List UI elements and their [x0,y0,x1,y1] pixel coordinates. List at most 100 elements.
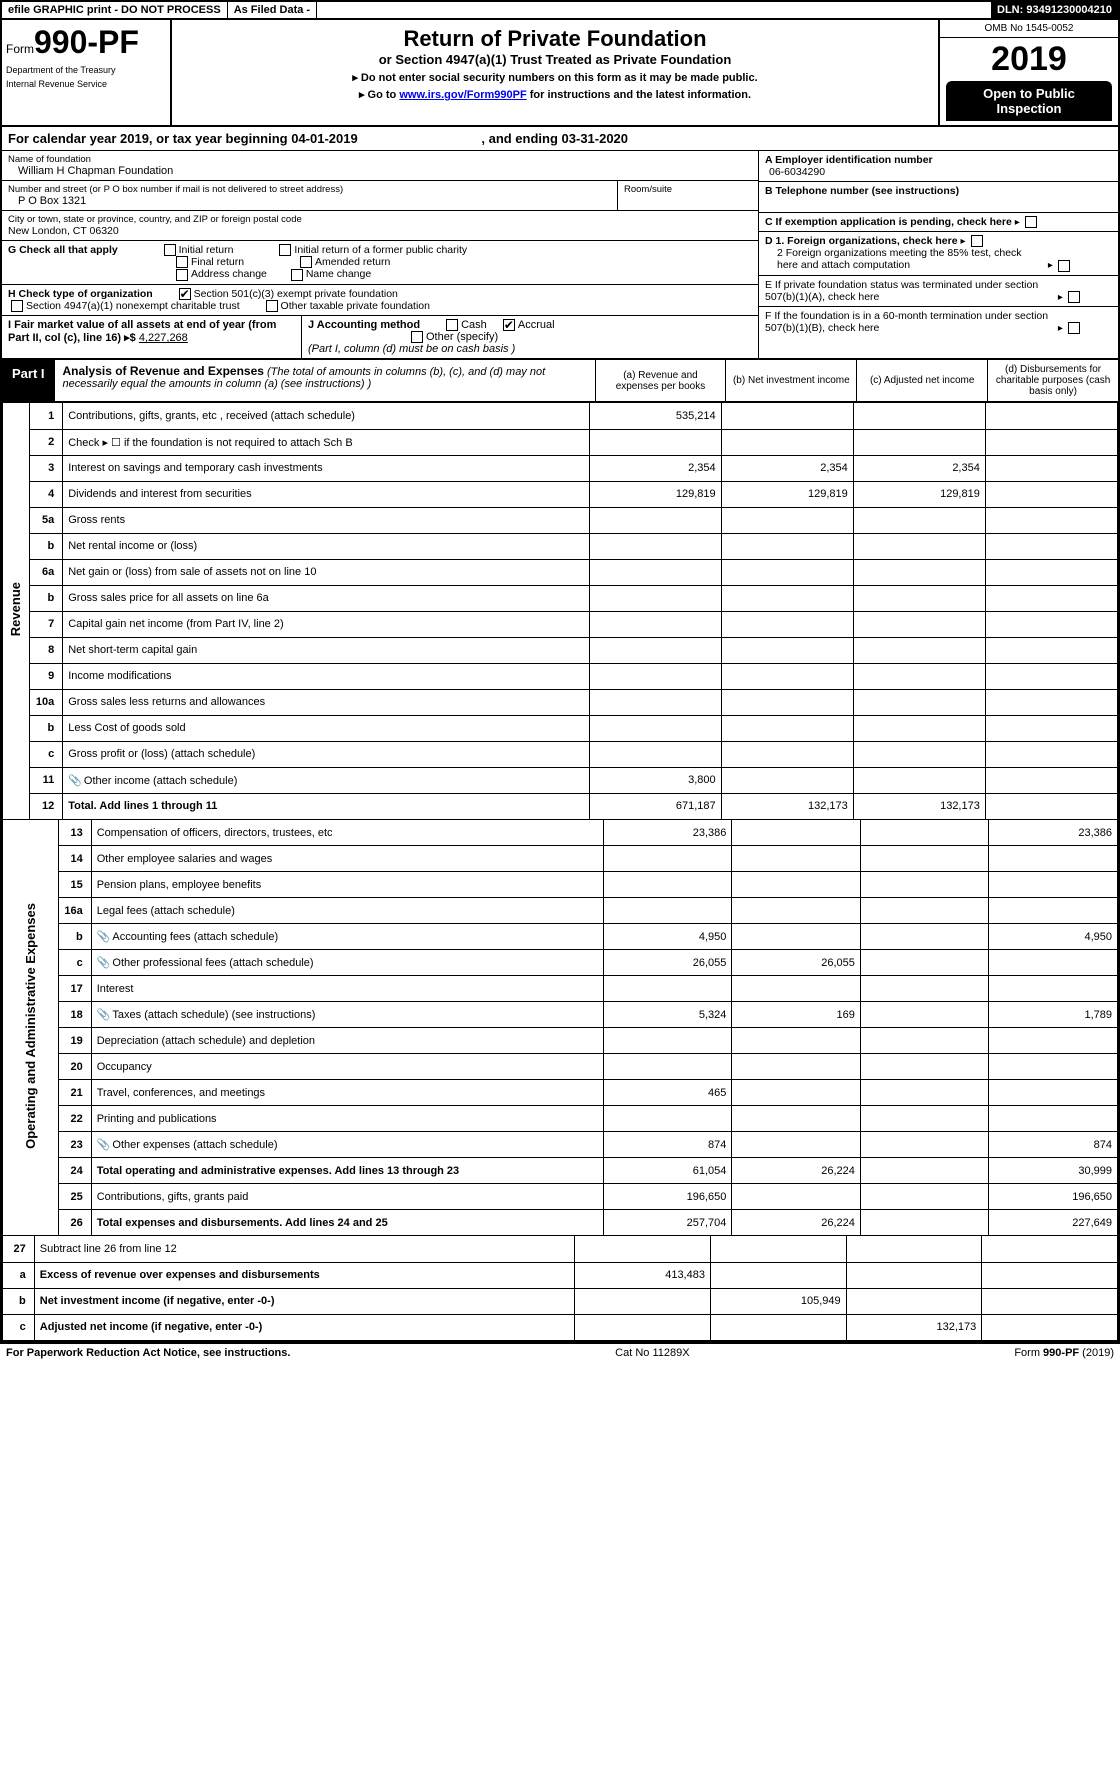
table-row: bGross sales price for all assets on lin… [3,585,1118,611]
row-desc: Gross sales price for all assets on line… [63,585,589,611]
table-row: 5aGross rents [3,507,1118,533]
row-desc: Compensation of officers, directors, tru… [91,820,603,846]
g-row: G Check all that apply Initial return In… [2,241,758,285]
row-desc: Adjusted net income (if negative, enter … [34,1314,575,1340]
row-number: b [29,533,62,559]
foreign-checkbox[interactable] [971,235,983,247]
table-row: 19Depreciation (attach schedule) and dep… [3,1028,1118,1054]
row-number: 24 [59,1158,91,1184]
cell-value [732,846,861,872]
header-right: OMB No 1545-0052 2019 Open to Public Ins… [938,20,1118,125]
irs-link[interactable]: www.irs.gov/Form990PF [399,89,526,101]
final-return-checkbox[interactable] [176,256,188,268]
cell-value [985,689,1117,715]
cell-value: 196,650 [989,1184,1118,1210]
city-cell: City or town, state or province, country… [2,211,758,241]
omb-number: OMB No 1545-0052 [940,20,1118,38]
col-d-header: (d) Disbursements for charitable purpose… [987,360,1118,401]
row-number: 22 [59,1106,91,1132]
cell-value [989,1106,1118,1132]
address-row: Number and street (or P O box number if … [2,181,758,211]
row-number: 26 [59,1210,91,1236]
cell-value [732,1028,861,1054]
cell-value [853,663,985,689]
cell-value [985,767,1117,793]
table-row: bLess Cost of goods sold [3,715,1118,741]
top-bar: efile GRAPHIC print - DO NOT PROCESS As … [2,2,1118,20]
row-number: 5a [29,507,62,533]
cell-value [989,846,1118,872]
cell-value [575,1236,711,1262]
cell-value [860,846,989,872]
address-change-checkbox[interactable] [176,269,188,281]
exemption-checkbox[interactable] [1025,216,1037,228]
phone-cell: B Telephone number (see instructions) [759,182,1118,213]
row-desc: Dividends and interest from securities [63,481,589,507]
cell-value [853,767,985,793]
cell-value: 23,386 [989,820,1118,846]
cell-value [989,1028,1118,1054]
cell-value [721,715,853,741]
cell-value [721,507,853,533]
cell-value [721,559,853,585]
other-method-checkbox[interactable] [411,331,423,343]
60month-checkbox[interactable] [1068,322,1080,334]
attach-icon [97,1139,113,1151]
501c3-checkbox[interactable] [179,288,191,300]
table-row: 3Interest on savings and temporary cash … [3,455,1118,481]
row-number: 8 [29,637,62,663]
table-row: 20Occupancy [3,1054,1118,1080]
cell-value: 30,999 [989,1158,1118,1184]
row-desc: Other income (attach schedule) [63,767,589,793]
row-desc: Gross profit or (loss) (attach schedule) [63,741,589,767]
row-number: 6a [29,559,62,585]
cell-value [710,1314,846,1340]
table-row: 2Check ▸ ☐ if the foundation is not requ… [3,429,1118,455]
cash-checkbox[interactable] [446,319,458,331]
info-left: Name of foundation William H Chapman Fou… [2,151,758,358]
accrual-checkbox[interactable] [503,319,515,331]
row-number: b [59,924,91,950]
cell-value: 132,173 [846,1314,982,1340]
terminated-checkbox[interactable] [1068,291,1080,303]
cell-value [589,637,721,663]
cell-value: 671,187 [589,793,721,819]
cell-value [985,403,1117,429]
asfiled-label: As Filed Data - [228,2,317,18]
cell-value: 465 [603,1080,732,1106]
row-desc: Pension plans, employee benefits [91,872,603,898]
cell-value [732,1054,861,1080]
cell-value: 23,386 [603,820,732,846]
row-desc: Net gain or (loss) from sale of assets n… [63,559,589,585]
cell-value [853,611,985,637]
table-row: 21Travel, conferences, and meetings465 [3,1080,1118,1106]
row-desc: Other expenses (attach schedule) [91,1132,603,1158]
4947-checkbox[interactable] [11,300,23,312]
cell-value [860,976,989,1002]
header-middle: Return of Private Foundation or Section … [172,20,938,125]
dept-irs: Internal Revenue Service [6,79,166,89]
amended-checkbox[interactable] [300,256,312,268]
name-change-checkbox[interactable] [291,269,303,281]
cell-value [710,1236,846,1262]
other-taxable-checkbox[interactable] [266,300,278,312]
cell-value [853,715,985,741]
cell-value [721,403,853,429]
row-desc: Other professional fees (attach schedule… [91,950,603,976]
table-row: bNet investment income (if negative, ent… [3,1288,1118,1314]
attach-icon [97,931,113,943]
row-number: 19 [59,1028,91,1054]
cell-value [721,429,853,455]
cell-value [982,1314,1118,1340]
cell-value [732,898,861,924]
cell-value [721,663,853,689]
initial-return-checkbox[interactable] [164,244,176,256]
row-number: 10a [29,689,62,715]
cell-value: 4,950 [989,924,1118,950]
cell-value: 132,173 [721,793,853,819]
85pct-checkbox[interactable] [1058,260,1070,272]
row-desc: Depreciation (attach schedule) and deple… [91,1028,603,1054]
initial-public-checkbox[interactable] [279,244,291,256]
row-number: a [3,1262,35,1288]
cell-value [860,1158,989,1184]
